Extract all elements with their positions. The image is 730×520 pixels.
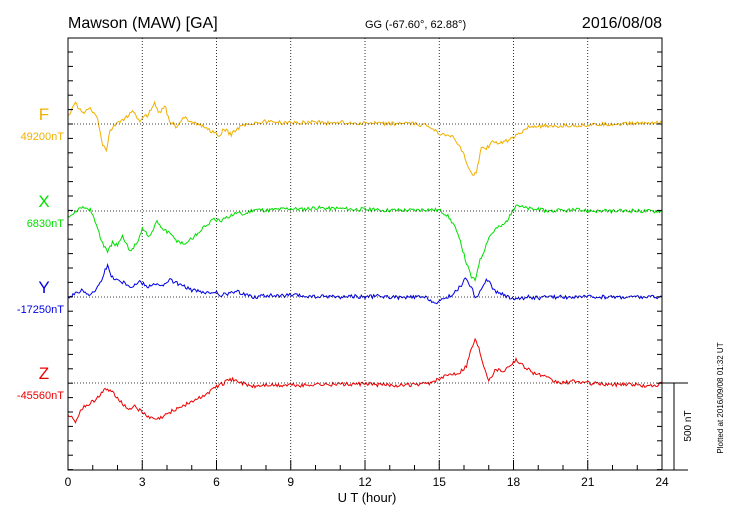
trace-y — [67, 262, 663, 305]
x-tick-label: 9 — [287, 475, 294, 489]
scale-bar: 500 nT — [662, 382, 694, 471]
baseline-value-z: -45560nT — [17, 390, 64, 402]
x-tick-label: 21 — [581, 475, 595, 489]
scale-bar-label: 500 nT — [683, 410, 694, 441]
x-tick-label: 12 — [358, 475, 372, 489]
series-label-f: F — [39, 105, 49, 124]
trace-z — [67, 337, 663, 424]
x-tick-label: 6 — [213, 475, 220, 489]
x-tick-label: 18 — [507, 475, 521, 489]
x-tick-label: 0 — [65, 475, 72, 489]
series-label-y: Y — [38, 278, 49, 297]
baseline-value-x: 6830nT — [27, 218, 65, 230]
series-label-x: X — [38, 192, 49, 211]
date-label: 2016/08/08 — [582, 15, 662, 32]
series-label-z: Z — [39, 364, 49, 383]
x-axis-title: U T (hour) — [338, 490, 397, 505]
series-label-group: F 49200nT X 6830nT Y -17250nT Z -45560nT — [17, 105, 64, 402]
trace-f — [67, 100, 663, 176]
baseline-group — [68, 123, 662, 384]
station-title: Mawson (MAW) [GA] — [68, 15, 218, 32]
plot-grid — [141, 38, 589, 470]
baseline-value-y: -17250nT — [17, 304, 64, 316]
axis-ticks: 0 3 6 9 12 15 18 21 24 — [65, 51, 669, 489]
x-tick-label: 3 — [139, 475, 146, 489]
x-tick-label: 24 — [655, 475, 669, 489]
x-tick-label: 15 — [433, 475, 447, 489]
coordinates-label: GG (-67.60°, 62.88°) — [365, 19, 466, 31]
plotted-timestamp: Plotted at 2016/09/08 01:32 UT — [716, 342, 725, 453]
baseline-value-f: 49200nT — [21, 131, 65, 143]
